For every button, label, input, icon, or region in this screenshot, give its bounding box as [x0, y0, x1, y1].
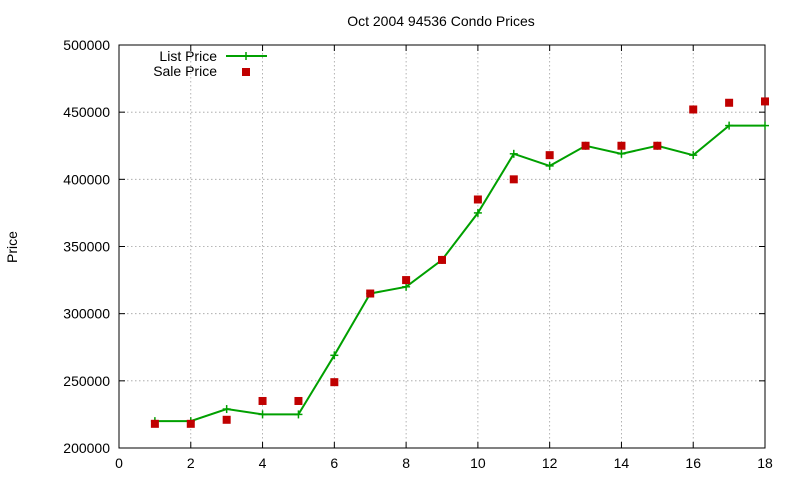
- x-tick-label: 18: [757, 455, 773, 471]
- y-tick-label: 200000: [63, 440, 110, 456]
- grid: [119, 45, 765, 448]
- list-price-point: [725, 121, 734, 130]
- x-tick-label: 6: [330, 455, 338, 471]
- sale-price-point: [545, 151, 554, 160]
- y-tick-label: 450000: [63, 104, 110, 120]
- y-tick-label: 500000: [63, 37, 110, 53]
- sale-price-point: [186, 419, 195, 428]
- y-tick-label: 350000: [63, 239, 110, 255]
- sale-price-point: [222, 415, 231, 424]
- sale-price-point: [509, 175, 518, 184]
- sale-price-point: [402, 276, 411, 285]
- x-tick-label: 12: [542, 455, 558, 471]
- sale-price-point: [581, 141, 590, 150]
- list-price-point: [222, 405, 231, 414]
- y-tick-label: 400000: [63, 171, 110, 187]
- x-tick-label: 4: [259, 455, 267, 471]
- x-tick-label: 10: [470, 455, 486, 471]
- sale-price-point: [294, 396, 303, 405]
- list-price-point: [402, 282, 411, 291]
- series-list-price: [150, 121, 769, 426]
- series-sale-price: [150, 97, 769, 428]
- y-tick-label: 250000: [63, 373, 110, 389]
- legend-label-list-price: List Price: [159, 48, 217, 64]
- list-price-point: [617, 149, 626, 158]
- list-price-point: [509, 149, 518, 158]
- sale-price-point: [689, 105, 698, 114]
- chart-title: Oct 2004 94536 Condo Prices: [347, 13, 535, 29]
- list-price-point: [294, 410, 303, 419]
- x-tick-label: 0: [115, 455, 123, 471]
- sale-price-point: [653, 141, 662, 150]
- sale-price-point: [330, 378, 339, 387]
- sale-price-point: [473, 195, 482, 204]
- series: [150, 97, 769, 428]
- legend-label-sale-price: Sale Price: [153, 63, 217, 79]
- plot-frame: [118, 44, 766, 449]
- y-axis-label: Price: [4, 231, 20, 263]
- sale-price-point: [258, 396, 267, 405]
- x-tick-label: 16: [685, 455, 701, 471]
- list-price-point: [258, 410, 267, 419]
- legend-square-sale-price: [242, 68, 250, 76]
- list-price-point: [761, 121, 769, 130]
- x-tick-label: 14: [614, 455, 630, 471]
- list-price-line: [154, 124, 765, 423]
- list-price-point: [473, 208, 482, 217]
- sale-price-point: [761, 97, 769, 106]
- x-tick-label: 8: [402, 455, 410, 471]
- list-price-point: [545, 161, 554, 170]
- x-tick-label: 2: [187, 455, 195, 471]
- tick-labels: 0 2 4 6 8 10 12 14 16 18 200000 250000 300000 350000 4…: [63, 37, 773, 471]
- sale-price-point: [617, 141, 626, 150]
- sale-price-point: [366, 289, 375, 298]
- list-price-point: [330, 351, 339, 360]
- y-tick-label: 300000: [63, 306, 110, 322]
- sale-price-point: [150, 419, 159, 428]
- sale-price-point: [438, 255, 446, 264]
- list-price-point: [689, 151, 698, 160]
- sale-price-point: [725, 98, 734, 107]
